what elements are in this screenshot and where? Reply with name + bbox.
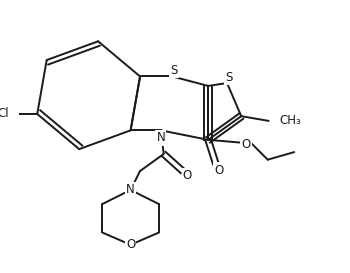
Text: N: N: [156, 131, 165, 144]
Text: CH₃: CH₃: [279, 114, 301, 127]
Text: O: O: [183, 169, 192, 182]
Text: Cl: Cl: [0, 108, 9, 120]
Text: S: S: [170, 64, 178, 77]
Text: O: O: [126, 238, 135, 251]
Text: O: O: [214, 164, 223, 177]
Text: S: S: [225, 71, 233, 84]
Text: O: O: [241, 138, 251, 151]
Text: N: N: [126, 183, 135, 197]
